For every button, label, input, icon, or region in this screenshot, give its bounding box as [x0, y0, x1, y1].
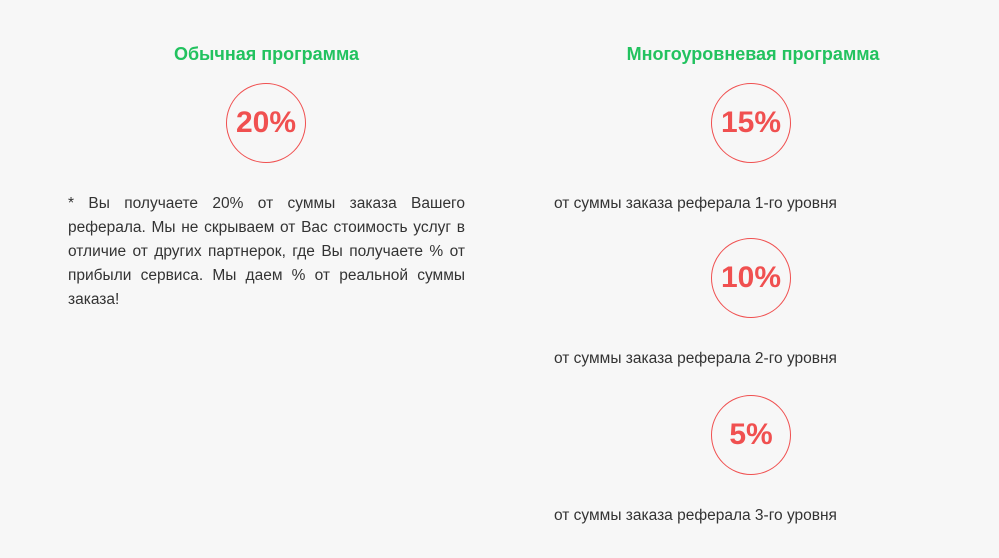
- regular-program-description: * Вы получаете 20% от суммы заказа Вашег…: [68, 195, 465, 308]
- level-3-percent-circle: 5%: [711, 395, 791, 475]
- level-1-caption: от суммы заказа реферала 1-го уровня: [554, 195, 837, 212]
- level-1-percent-circle: 15%: [711, 83, 791, 163]
- level-3-caption: от суммы заказа реферала 3-го уровня: [554, 507, 837, 524]
- level-2-percent-circle: 10%: [711, 238, 791, 318]
- level-3-percent-value: 5%: [729, 418, 773, 451]
- multilevel-program-title: Многоуровневая программа: [626, 44, 880, 64]
- regular-program-title: Обычная программа: [173, 44, 360, 64]
- level-2-caption: от суммы заказа реферала 2-го уровня: [554, 350, 837, 367]
- regular-percent-value: 20%: [235, 106, 297, 139]
- regular-percent-circle: 20%: [226, 83, 306, 163]
- level-1-percent-value: 15%: [720, 106, 782, 139]
- level-2-percent-value: 10%: [720, 261, 782, 294]
